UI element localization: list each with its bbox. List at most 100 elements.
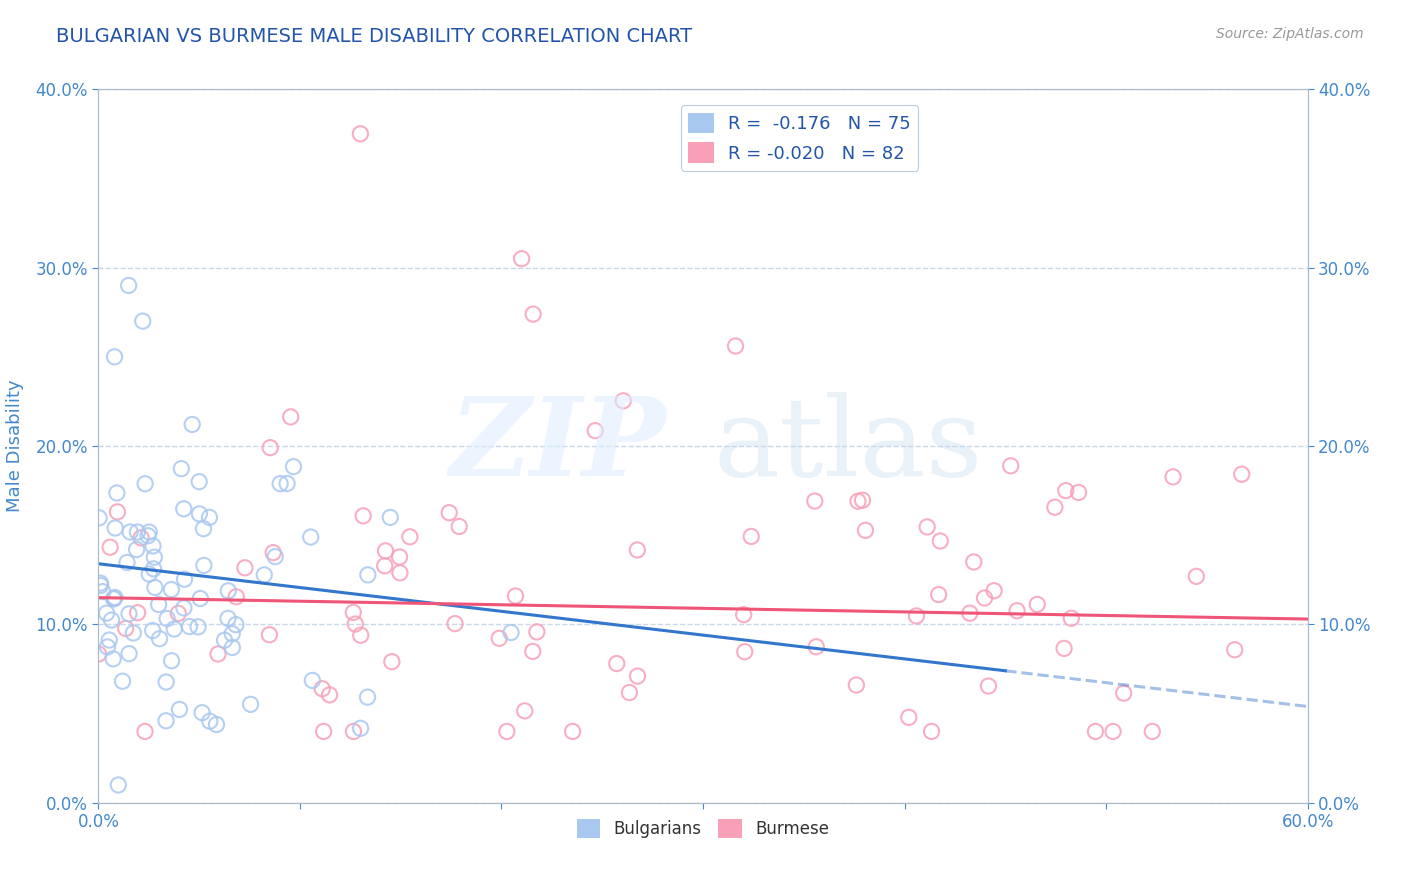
Point <box>983 583 1005 598</box>
Point <box>207 647 229 661</box>
Point <box>90 578 112 592</box>
Point <box>804 494 827 508</box>
Point <box>103 591 125 606</box>
Point <box>142 624 165 638</box>
Point <box>626 543 648 558</box>
Point <box>352 508 374 523</box>
Point <box>522 307 544 321</box>
Point <box>114 622 136 636</box>
Point <box>143 550 166 565</box>
Point <box>283 459 305 474</box>
Point <box>155 714 177 728</box>
Point <box>221 626 243 640</box>
Point <box>851 493 873 508</box>
Point <box>115 556 138 570</box>
Point <box>1005 604 1028 618</box>
Point <box>217 583 239 598</box>
Point <box>142 539 165 553</box>
Point <box>221 640 243 655</box>
Point <box>122 626 145 640</box>
Point <box>619 685 641 699</box>
Point <box>388 566 411 580</box>
Point <box>1060 611 1083 625</box>
Point <box>87 647 110 661</box>
Point <box>973 591 995 605</box>
Point <box>374 558 396 573</box>
Point <box>733 607 755 622</box>
Point <box>1142 724 1164 739</box>
Point <box>312 724 335 739</box>
Point <box>399 530 422 544</box>
Point <box>142 562 165 576</box>
Point <box>1043 500 1066 515</box>
Point <box>915 520 938 534</box>
Point <box>103 591 125 606</box>
Point <box>253 567 276 582</box>
Point <box>125 542 148 557</box>
Point <box>606 657 628 671</box>
Point <box>105 486 128 500</box>
Point <box>846 494 869 508</box>
Point <box>259 441 281 455</box>
Point <box>136 529 159 543</box>
Point <box>301 673 323 688</box>
Point <box>1102 724 1125 739</box>
Point <box>120 524 142 539</box>
Point <box>356 690 378 705</box>
Point <box>148 598 170 612</box>
Point <box>734 645 756 659</box>
Point <box>179 619 201 633</box>
Point <box>91 584 114 599</box>
Point <box>118 607 141 621</box>
Text: ZIP: ZIP <box>450 392 666 500</box>
Point <box>583 424 606 438</box>
Point <box>505 589 527 603</box>
Point <box>495 724 517 739</box>
Point <box>626 669 648 683</box>
Point <box>963 555 986 569</box>
Point <box>280 409 302 424</box>
Point <box>357 567 380 582</box>
Point <box>148 632 170 646</box>
Point <box>107 778 129 792</box>
Point <box>921 724 943 739</box>
Point <box>724 339 747 353</box>
Y-axis label: Male Disability: Male Disability <box>7 380 24 512</box>
Point <box>214 633 236 648</box>
Point <box>188 475 211 489</box>
Point <box>104 591 127 605</box>
Point <box>437 506 460 520</box>
Point <box>156 611 179 625</box>
Text: BULGARIAN VS BURMESE MALE DISABILITY CORRELATION CHART: BULGARIAN VS BURMESE MALE DISABILITY COR… <box>56 27 692 45</box>
Point <box>264 549 287 564</box>
Point <box>349 127 371 141</box>
Text: Source: ZipAtlas.com: Source: ZipAtlas.com <box>1216 27 1364 41</box>
Point <box>1026 598 1049 612</box>
Point <box>1000 458 1022 473</box>
Point <box>173 501 195 516</box>
Point <box>160 654 183 668</box>
Point <box>488 632 510 646</box>
Point <box>1084 724 1107 739</box>
Point <box>928 588 950 602</box>
Point <box>107 505 129 519</box>
Point <box>897 710 920 724</box>
Point <box>138 524 160 539</box>
Point <box>118 278 141 293</box>
Point <box>526 624 548 639</box>
Point <box>167 607 190 621</box>
Point <box>160 582 183 597</box>
Point <box>806 640 828 654</box>
Point <box>1112 686 1135 700</box>
Point <box>380 510 402 524</box>
Point <box>143 581 166 595</box>
Point <box>134 724 156 739</box>
Point <box>129 531 152 545</box>
Point <box>349 721 371 735</box>
Point <box>118 647 141 661</box>
Point <box>959 606 981 620</box>
Point <box>259 628 281 642</box>
Point <box>96 640 118 654</box>
Point <box>188 591 211 606</box>
Point <box>181 417 204 432</box>
